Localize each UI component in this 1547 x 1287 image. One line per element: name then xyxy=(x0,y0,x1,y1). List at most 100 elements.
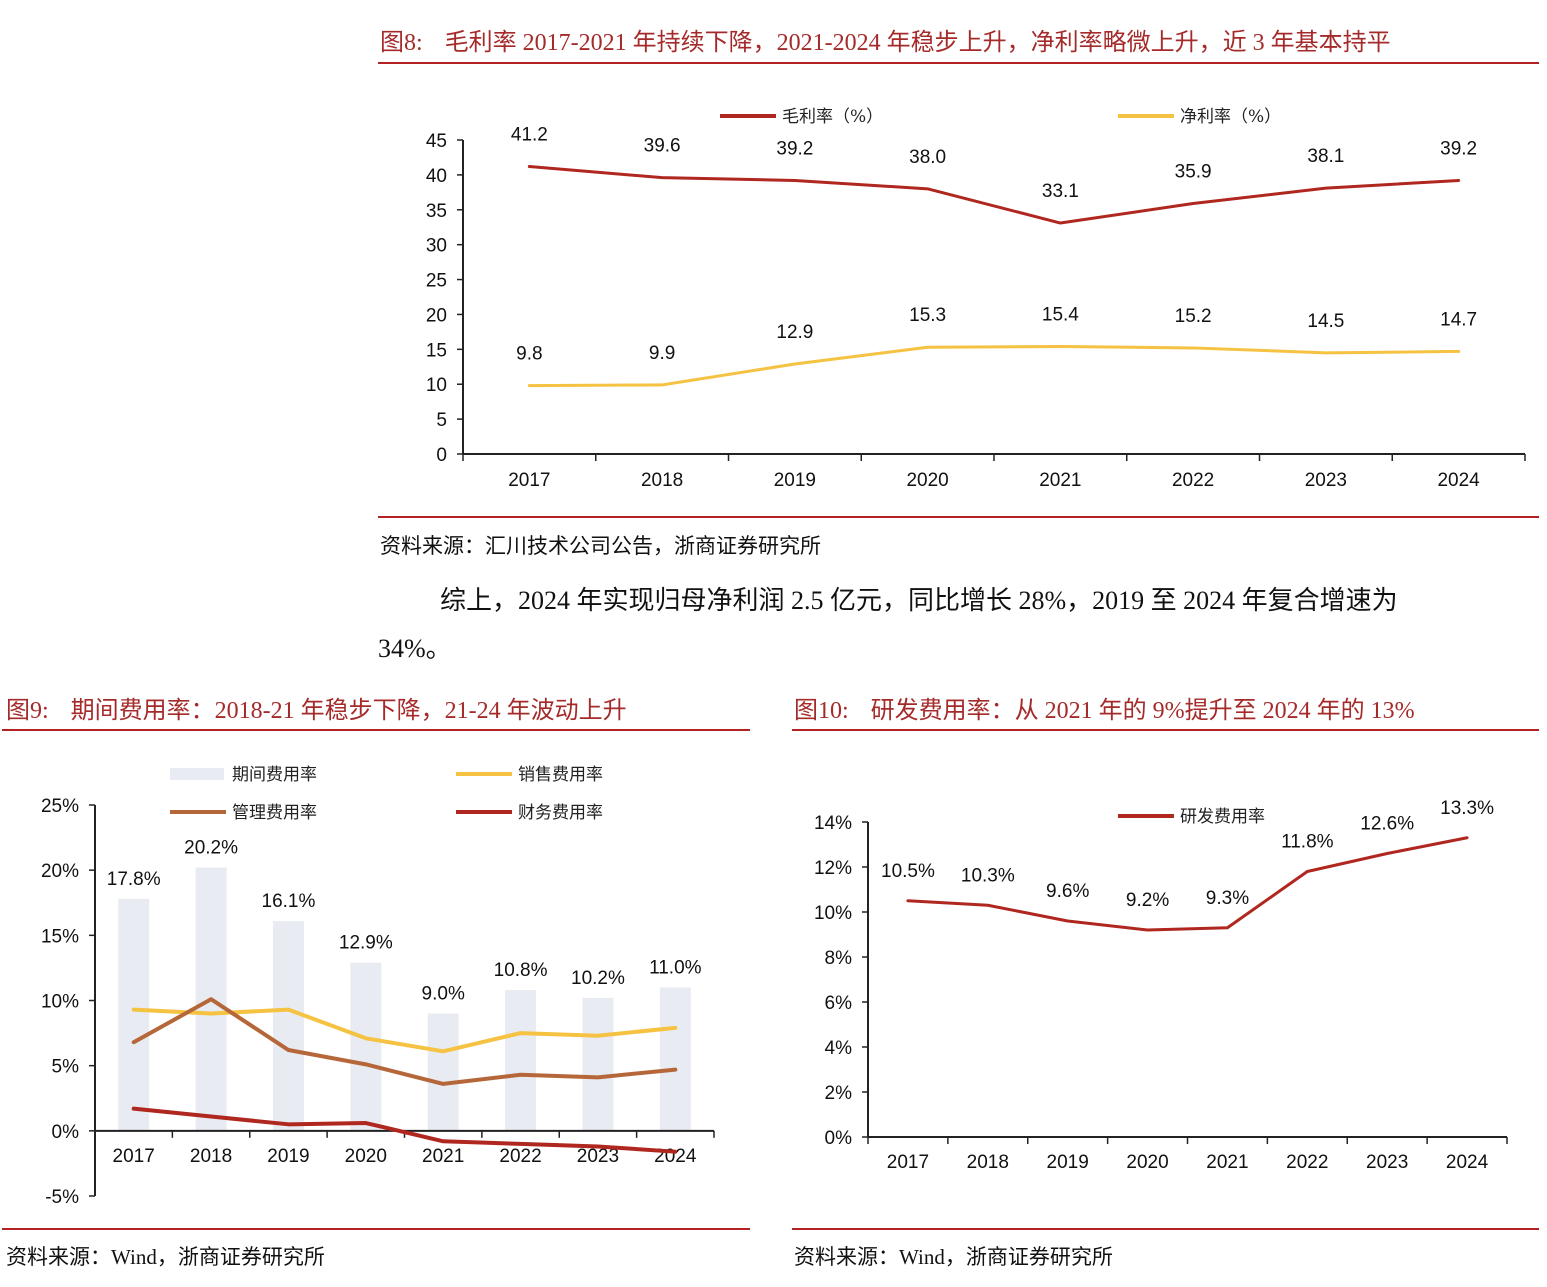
fig10-series-0-label-2020: 9.2% xyxy=(1126,890,1169,911)
figure9-title: 图9: 期间费用率：2018-21 年稳步下降，21-24 年波动上升 xyxy=(6,690,627,725)
figure8-chart: 0 5 10 15 20 25 30 35 40 45 2017 2018 2019 2020 2021 20… xyxy=(426,107,1526,491)
fig9-bar-label-2022: 10.8% xyxy=(494,960,548,981)
figure9-source: 资料来源：Wind，浙商证券研究所 xyxy=(6,1245,325,1269)
fig9-bar-label-2017: 17.8% xyxy=(107,869,161,890)
fig9-bar-label-2020: 12.9% xyxy=(339,933,393,954)
fig10-series-0-label-2017: 10.5% xyxy=(881,861,935,882)
fig8-x-tick-label: 2020 xyxy=(906,470,948,491)
fig9-x-tick-label: 2022 xyxy=(499,1146,541,1167)
fig8-series-0-label-2022: 35.9 xyxy=(1175,161,1212,182)
fig9-legend-swatch-bars xyxy=(170,768,224,780)
fig10-series-0-label-2022: 11.8% xyxy=(1281,832,1334,853)
fig8-series-0-label-2018: 39.6 xyxy=(644,136,681,157)
fig8-series-1-label-2022: 15.2 xyxy=(1175,306,1212,327)
fig10-y-tick-label: 14% xyxy=(814,813,852,834)
figure8-top-rule xyxy=(378,62,1539,64)
figure10-top-rule xyxy=(792,729,1539,731)
fig10-x-tick-label: 2018 xyxy=(967,1152,1009,1173)
fig8-x-tick-label: 2017 xyxy=(508,470,550,491)
fig8-y-tick-label: 25 xyxy=(426,271,447,292)
fig9-y-tick-label: -5% xyxy=(45,1187,79,1208)
fig10-series-0-label-2024: 13.3% xyxy=(1440,798,1494,819)
fig8-series-1-label-2019: 12.9 xyxy=(776,322,813,343)
figure10-bottom-rule xyxy=(792,1228,1539,1230)
fig9-bar-label-2023: 10.2% xyxy=(571,968,625,989)
fig9-bar-2021 xyxy=(427,1013,459,1131)
figure9-title-text: 期间费用率：2018-21 年稳步下降，21-24 年波动上升 xyxy=(70,698,627,724)
figure8-bottom-rule xyxy=(378,516,1539,518)
fig10-x-tick-label: 2019 xyxy=(1047,1152,1089,1173)
figure9-chart: 17.8% 20.2% 16.1% 12.9% 9.0% 10.8% 10.2% 11.0% -… xyxy=(41,765,715,1208)
fig9-y-tick-label: 5% xyxy=(52,1057,80,1078)
fig9-series-line-0 xyxy=(131,1007,678,1054)
figure10-source: 资料来源：Wind，浙商证券研究所 xyxy=(794,1245,1113,1269)
fig9-y-tick-label: 0% xyxy=(52,1122,80,1143)
fig8-series-0-label-2017: 41.2 xyxy=(511,125,548,146)
fig8-series-1-label-2021: 15.4 xyxy=(1042,305,1079,326)
fig10-series-line-0 xyxy=(906,836,1469,932)
summary-paragraph-line1: 综上，2024 年实现归母净利润 2.5 亿元，同比增长 28%，2019 至 … xyxy=(440,586,1398,615)
fig10-legend-label-0: 研发费用率 xyxy=(1180,807,1265,827)
fig9-bar-label-2021: 9.0% xyxy=(422,984,465,1005)
fig9-series-line-2 xyxy=(131,1106,678,1154)
fig9-legend-label-2: 财务费用率 xyxy=(518,803,603,823)
fig8-x-tick-label: 2018 xyxy=(641,470,683,491)
fig10-series-0-label-2018: 10.3% xyxy=(961,865,1015,886)
fig10-x-tick-label: 2017 xyxy=(887,1152,929,1173)
fig10-y-tick-label: 12% xyxy=(814,858,852,879)
fig9-y-tick-label: 25% xyxy=(41,796,79,817)
fig8-y-tick-label: 5 xyxy=(436,410,447,431)
fig8-y-tick-label: 45 xyxy=(426,131,447,152)
fig9-y-tick-label: 15% xyxy=(41,926,79,947)
figure8-number: 图8: xyxy=(380,30,423,56)
fig9-legend-label-bars: 期间费用率 xyxy=(232,765,317,785)
fig8-series-1-label-2017: 9.8 xyxy=(516,344,542,365)
fig9-legend-label-0: 销售费用率 xyxy=(518,765,603,785)
fig10-x-tick-label: 2022 xyxy=(1286,1152,1328,1173)
fig8-y-tick-label: 20 xyxy=(426,305,447,326)
fig9-bar-label-2019: 16.1% xyxy=(262,891,316,912)
fig8-series-0-label-2021: 33.1 xyxy=(1042,181,1079,202)
summary-paragraph-line2: 34%。 xyxy=(378,634,452,663)
fig9-bar-2023 xyxy=(582,997,614,1131)
fig9-legend-label-1: 管理费用率 xyxy=(232,803,317,823)
fig9-y-tick-label: 10% xyxy=(41,992,79,1013)
fig10-y-tick-label: 6% xyxy=(825,993,853,1014)
fig10-series-0-label-2019: 9.6% xyxy=(1046,881,1089,902)
figure9-top-rule xyxy=(2,729,750,731)
figure8-title-text: 毛利率 2017-2021 年持续下降，2021-2024 年稳步上升，净利率略… xyxy=(444,30,1391,56)
fig8-y-tick-label: 10 xyxy=(426,375,447,396)
fig8-x-tick-label: 2023 xyxy=(1305,470,1347,491)
fig10-y-tick-label: 0% xyxy=(825,1128,853,1149)
fig10-y-tick-label: 4% xyxy=(825,1038,853,1059)
fig9-x-tick-label: 2017 xyxy=(113,1146,155,1167)
fig9-bar-2024 xyxy=(659,987,691,1131)
fig8-y-tick-label: 35 xyxy=(426,201,447,222)
figure10-title-text: 研发费用率：从 2021 年的 9%提升至 2024 年的 13% xyxy=(870,698,1415,724)
fig8-legend-label-1: 净利率（%） xyxy=(1180,107,1281,127)
fig9-x-tick-label: 2020 xyxy=(345,1146,387,1167)
fig8-x-tick-label: 2022 xyxy=(1172,470,1214,491)
fig8-series-0-label-2023: 38.1 xyxy=(1307,146,1344,167)
figure8-source: 资料来源：汇川技术公司公告，浙商证券研究所 xyxy=(380,534,821,558)
fig9-bar-2019 xyxy=(272,920,304,1131)
fig9-x-tick-label: 2018 xyxy=(190,1146,232,1167)
fig10-x-tick-label: 2021 xyxy=(1206,1152,1248,1173)
fig10-series-0-label-2023: 12.6% xyxy=(1360,814,1414,835)
figure10-number: 图10: xyxy=(794,698,849,724)
fig10-y-tick-label: 2% xyxy=(825,1083,853,1104)
fig8-y-tick-label: 0 xyxy=(436,445,447,466)
fig8-series-0-label-2024: 39.2 xyxy=(1440,138,1477,159)
fig8-series-1-label-2023: 14.5 xyxy=(1307,311,1344,332)
figure8-title: 图8: 毛利率 2017-2021 年持续下降，2021-2024 年稳步上升，净… xyxy=(380,22,1391,57)
fig9-y-tick-label: 20% xyxy=(41,861,79,882)
figure9-bottom-rule xyxy=(2,1228,750,1230)
fig9-bar-label-2018: 20.2% xyxy=(184,838,238,859)
fig9-x-tick-label: 2021 xyxy=(422,1146,464,1167)
fig9-bar-2022 xyxy=(505,990,537,1131)
fig9-series-line-1 xyxy=(131,997,678,1086)
fig8-legend-label-0: 毛利率（%） xyxy=(782,107,883,127)
fig10-series-0-label-2021: 9.3% xyxy=(1206,888,1249,909)
fig10-x-tick-label: 2020 xyxy=(1126,1152,1168,1173)
fig8-series-1-label-2018: 9.9 xyxy=(649,343,675,364)
